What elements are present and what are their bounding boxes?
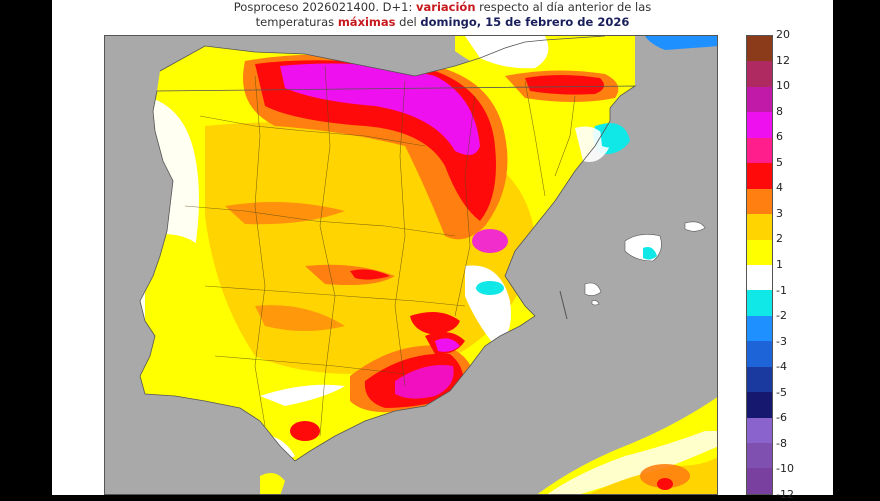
colorbar-tick-labels: 20 12 10 8 6 5 4 3 2 1 -1 -2 -3 -4 -5 -6 -8 -10 -12 xyxy=(776,29,816,501)
colorbar-segment xyxy=(747,366,772,393)
colorbar-segment xyxy=(747,468,772,494)
colorbar-tick-label: -5 xyxy=(776,385,787,399)
colorbar-tick-label: 6 xyxy=(776,130,783,144)
colorbar-tick-label: 8 xyxy=(776,104,783,118)
title-line-1: Posproceso 2026021400. D+1: variación re… xyxy=(52,0,833,15)
colorbar-segment xyxy=(747,417,772,443)
colorbar xyxy=(746,35,773,495)
temperature-map xyxy=(104,35,718,495)
title-line-2: temperaturas máximas del domingo, 15 de … xyxy=(52,15,833,30)
colorbar-segment xyxy=(747,264,772,291)
title-suffix: respecto al día anterior de las xyxy=(475,0,652,14)
title-prefix: Posproceso 2026021400. D+1: xyxy=(233,0,417,14)
colorbar-tick-label: -2 xyxy=(776,309,787,323)
colorbar-segment xyxy=(747,315,772,342)
map-title: Posproceso 2026021400. D+1: variación re… xyxy=(52,0,833,30)
title-variable-highlight: variación xyxy=(416,0,476,14)
colorbar-tick-label: -1 xyxy=(776,283,787,297)
colorbar-segment xyxy=(747,163,772,189)
colorbar-tick-label: -8 xyxy=(776,436,787,450)
colorbar-tick-label: 10 xyxy=(776,79,790,93)
colorbar-segment xyxy=(747,36,772,62)
colorbar-segment xyxy=(747,86,772,113)
colorbar-tick-label: -10 xyxy=(776,462,794,476)
colorbar-tick-label: 2 xyxy=(776,232,783,246)
colorbar-tick-label: 12 xyxy=(776,53,790,67)
colorbar-tick-label: -3 xyxy=(776,334,787,348)
title-line2-prefix: temperaturas xyxy=(255,15,338,29)
colorbar-segment xyxy=(747,341,772,367)
colorbar-segment xyxy=(747,443,772,469)
colorbar-segment xyxy=(747,392,772,418)
colorbar-tick-label: -12 xyxy=(776,488,794,501)
colorbar-tick-label: 1 xyxy=(776,258,783,271)
colorbar-segment xyxy=(747,61,772,87)
colorbar-segment xyxy=(747,239,772,265)
colorbar-segment xyxy=(747,112,772,138)
colorbar-segment xyxy=(747,188,772,215)
colorbar-segment xyxy=(747,214,772,240)
colorbar-tick-label: 3 xyxy=(776,206,783,220)
title-line2-mid: del xyxy=(395,15,421,29)
iberia-map-graphic xyxy=(139,36,717,494)
colorbar-segment xyxy=(747,290,772,316)
colorbar-tick-label: 4 xyxy=(776,181,783,195)
colorbar-tick-label: 5 xyxy=(776,155,783,169)
colorbar-tick-label: 20 xyxy=(776,28,790,41)
colorbar-segment xyxy=(747,137,772,164)
colorbar-tick-label: -4 xyxy=(776,360,787,374)
title-maximas-highlight: máximas xyxy=(337,15,396,29)
colorbar-tick-label: -6 xyxy=(776,411,787,425)
title-date: domingo, 15 de febrero de 2026 xyxy=(420,15,630,29)
